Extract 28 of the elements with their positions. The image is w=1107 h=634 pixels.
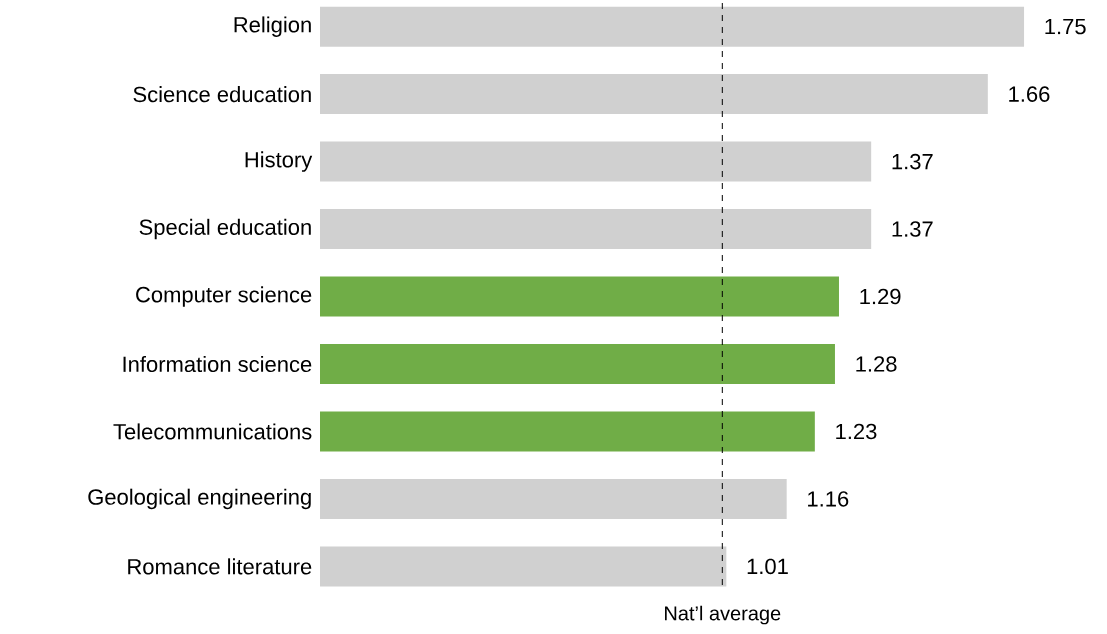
data-label: 1.01 — [747, 558, 788, 575]
data-label: 1.75 — [1045, 18, 1086, 35]
bar — [320, 546, 727, 587]
data-label: 1.23 — [836, 423, 877, 440]
y-tick-label: Science education — [133, 86, 311, 103]
data-label: 1.37 — [892, 221, 933, 237]
y-tick-label: Romance literature — [128, 558, 312, 575]
bar — [320, 411, 815, 452]
y-tick-label: Information science — [123, 355, 312, 373]
data-label: 1.66 — [1009, 86, 1050, 102]
bar — [320, 276, 839, 317]
ref-line-label: Nat’l average — [665, 605, 781, 625]
y-tick-label: Telecommunications — [113, 423, 312, 440]
data-label: 1.16 — [808, 491, 849, 507]
bar — [320, 74, 988, 115]
bar — [320, 209, 872, 250]
y-tick-label: History — [245, 151, 313, 172]
bar — [320, 343, 835, 384]
y-tick-label: Computer science — [136, 286, 312, 307]
data-label: 1.29 — [860, 288, 901, 305]
y-tick-label: Special education — [139, 218, 311, 240]
bar — [320, 6, 1025, 47]
bar — [320, 478, 787, 519]
data-label: 1.37 — [892, 153, 933, 170]
y-tick-label: Religion — [234, 16, 311, 37]
data-label: 1.28 — [856, 356, 897, 372]
y-tick-label: Geological engineering — [88, 488, 311, 510]
bar — [320, 141, 872, 182]
